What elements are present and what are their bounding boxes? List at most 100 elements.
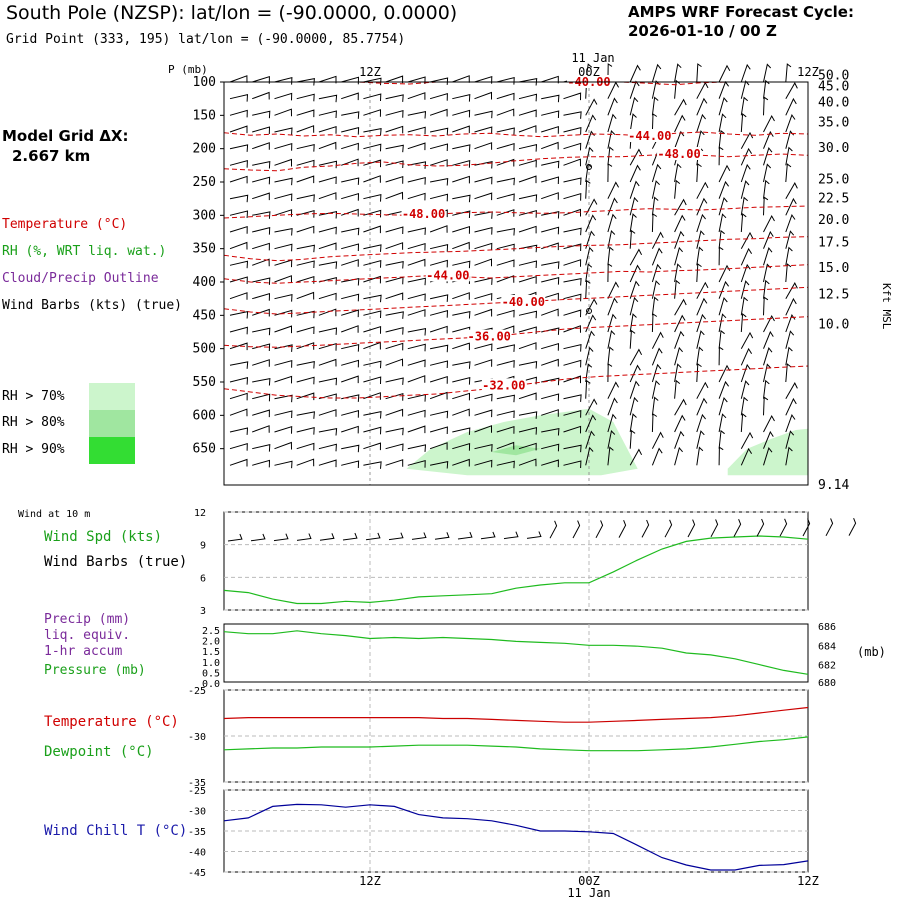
xsec-wind-barb (252, 377, 271, 386)
precip-ytick: 2.0 (202, 637, 220, 648)
xsec-wind-barb (541, 377, 560, 386)
xsec-wind-barb (563, 343, 582, 352)
xsec-wind-barb (585, 446, 594, 466)
xsec-wind-barb (674, 246, 683, 266)
legend-temperature: Temperature (°C) (2, 217, 128, 232)
legend-wind-barbs: Wind Barbs (kts) (true) (2, 298, 183, 313)
xsec-wind-barb (229, 408, 248, 417)
xsec-wind-barb (229, 75, 248, 83)
xsec-wind-barb (407, 192, 426, 201)
temp-label-bg (501, 295, 546, 308)
xsec-wind-barb (252, 359, 270, 367)
kft-tick: 9.14 (818, 478, 849, 493)
xsec-wind-barb (651, 113, 658, 133)
xsec-wind-barb (318, 110, 337, 119)
sfc-wind-barb (618, 520, 627, 538)
xsec-wind-barb (651, 447, 663, 466)
xsec-wind-barb (363, 244, 382, 252)
xsec-wind-barb (696, 63, 702, 83)
xsec-wind-barb (629, 329, 636, 349)
temperature-series-label: Temperature (°C) (44, 714, 179, 730)
xsec-wind-barb (518, 260, 538, 269)
xsec-wind-barb (563, 193, 582, 201)
xsec-wind-barb (674, 214, 686, 233)
xsec-wind-barb (607, 381, 620, 399)
kft-tick: 10.0 (818, 318, 849, 333)
xsec-wind-barb (385, 393, 404, 401)
xsec-wind-barb (385, 358, 404, 367)
xsec-wind-barb (674, 179, 681, 199)
xsec-wind-barb (607, 246, 614, 266)
xsec-wind-barb (696, 113, 706, 133)
xsec-wind-barb (318, 308, 337, 317)
xsec-wind-barb (407, 425, 426, 434)
xsec-wind-barb (541, 358, 559, 367)
xsec-wind-barb (452, 75, 470, 83)
xsec-wind-barb (785, 82, 798, 99)
xsec-wind-barb (763, 130, 774, 149)
xsec-wind-barb (363, 392, 381, 400)
xsec-wind-barb (363, 225, 381, 234)
sfc-wind-barb (549, 520, 558, 539)
xsec-wind-barb (740, 163, 751, 183)
legend-rh70-swatch (89, 383, 135, 410)
xsec-wind-barb (629, 296, 639, 316)
xsec-wind-barb (629, 413, 637, 433)
wind-panel-frame (223, 511, 809, 611)
xsec-wind-barb (296, 244, 315, 253)
xsec-wind-barb (541, 126, 559, 134)
pressure-tick: 300 (193, 208, 216, 223)
xsec-wind-barb (629, 80, 640, 99)
xsec-wind-barb (363, 275, 382, 284)
xsec-wind-barb (274, 344, 293, 352)
xsec-wind-barb (318, 126, 337, 134)
xsec-wind-barb (718, 296, 728, 316)
xsec-wind-barb (629, 313, 637, 333)
xsec-wind-barb (585, 346, 594, 366)
xsec-wind-barb (674, 446, 683, 466)
xsec-wind-barb (407, 243, 426, 251)
xsec-wind-barb (718, 396, 728, 416)
xsec-wind-barb (229, 292, 248, 300)
station-title: South Pole (NZSP): lat/lon = (-90.0000, … (6, 2, 458, 24)
xsec-wind-barb (496, 275, 515, 283)
xsec-wind-barb (541, 276, 560, 285)
xsec-wind-barb (474, 160, 493, 169)
xsec-wind-barb (363, 93, 382, 102)
xsec-wind-barb (407, 327, 427, 336)
xsec-wind-barb (496, 209, 515, 217)
xsec-wind-barb (785, 114, 796, 133)
xsec-wind-barb (385, 342, 404, 351)
kft-tick: 12.5 (818, 288, 849, 303)
grid-point-label: Grid Point (333, 195) lat/lon = (-90.000… (6, 32, 406, 47)
sfc-wind-barb (687, 519, 696, 538)
xsec-wind-barb (696, 363, 702, 383)
xsec-wind-barb (674, 379, 681, 399)
xsec-wind-barb (341, 293, 360, 302)
xsec-wind-barb (229, 276, 248, 285)
xsec-wind-barb (718, 213, 727, 233)
xsec-wind-barb (274, 460, 293, 469)
xsec-wind-barb (763, 196, 769, 216)
xsec-wind-barb (296, 411, 315, 419)
xsec-wind-barb (496, 410, 515, 419)
xsec-wind-barb (407, 176, 426, 185)
xsec-wind-barb (518, 244, 538, 253)
xsec-wind-barb (518, 175, 537, 184)
xsec-wind-barb (252, 176, 271, 185)
xsec-wind-barb (252, 393, 271, 402)
xsec-wind-barb (363, 159, 382, 168)
xsec-wind-barb (452, 109, 471, 118)
xsec-wind-barb (318, 358, 337, 367)
xsec-wind-barb (563, 111, 582, 119)
sfc-wind-barb (434, 532, 450, 540)
xsec-wind-barb (629, 113, 637, 133)
xsec-wind-barb (252, 425, 270, 433)
sfc-wind-barb (342, 532, 358, 541)
xsec-wind-barb (541, 292, 559, 301)
wind-panel-ytick: 12 (194, 508, 206, 519)
xsec-wind-barb (341, 158, 359, 167)
sfc-wind-barb (710, 519, 719, 538)
xsec-wind-barb (763, 96, 769, 116)
xsec-wind-barb (296, 326, 315, 335)
